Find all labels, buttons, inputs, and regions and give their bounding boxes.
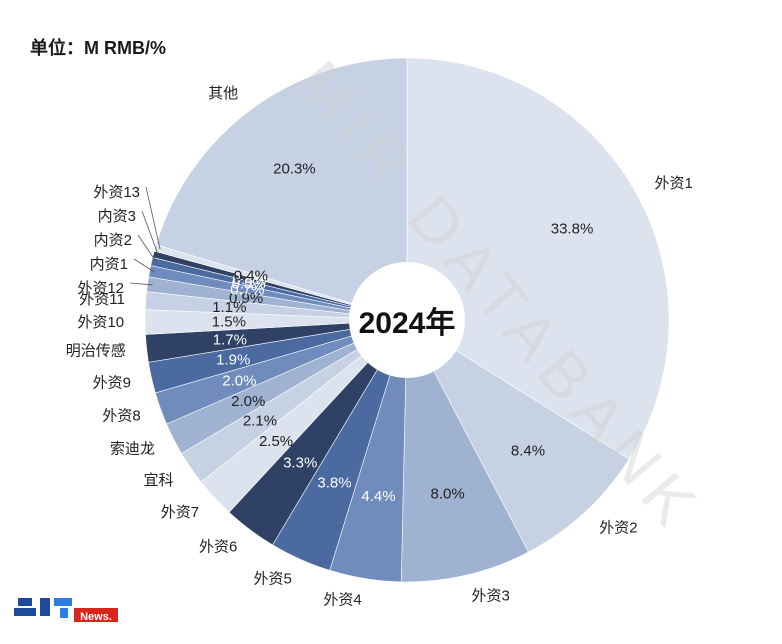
slice-value-label: 8.0%	[431, 485, 465, 502]
slice-其他	[155, 57, 408, 321]
slice-value-label: 33.8%	[551, 221, 594, 238]
slice-name-label: 外资13	[93, 184, 140, 201]
slice-value-label: 0.7%	[230, 282, 264, 299]
leader-line	[141, 210, 159, 256]
slice-name-label: 内资1	[90, 256, 128, 273]
slice-value-label: 0.4%	[234, 267, 268, 284]
unit-label: 单位：M RMB/%	[30, 38, 166, 58]
slice-name-label: 外资12	[77, 280, 124, 297]
slice-group	[144, 57, 670, 583]
brand-logo: News.	[14, 598, 118, 623]
leader-line	[129, 282, 153, 286]
slice-value-label: 1.1%	[212, 299, 246, 316]
slice-name-label: 外资11	[79, 291, 125, 308]
slice-value-label: 1.9%	[216, 351, 250, 368]
slice-name-label: 外资5	[254, 570, 292, 587]
slice-name-label: 外资4	[323, 591, 361, 608]
slice-name-label: 外资2	[599, 520, 637, 537]
leader-line	[137, 234, 158, 263]
slice-value-label: 8.4%	[511, 443, 545, 460]
slice-name-label: 其他	[208, 85, 238, 102]
slice-name-label: 内资2	[94, 232, 132, 249]
slice-name-label: 外资1	[655, 175, 693, 192]
slice-value-label: 2.5%	[259, 433, 293, 450]
slice-name-label: 外资9	[93, 374, 131, 391]
leader-lines	[129, 186, 161, 286]
slice-value-label: 2.0%	[222, 372, 256, 389]
slice-name-label: 外资10	[77, 314, 124, 331]
slice-外资3	[400, 319, 529, 583]
slice-value-label: 1.5%	[212, 313, 246, 330]
slice-value-label: 4.4%	[361, 488, 395, 505]
slice-外资1	[406, 57, 670, 460]
slice-name-label: 索迪龙	[110, 440, 155, 457]
leader-line	[145, 186, 161, 250]
slice-value-label: 0.5%	[232, 276, 266, 293]
slice-name-label: 外资7	[161, 504, 199, 521]
logo-text: News.	[80, 611, 112, 623]
slice-name-label: 外资8	[102, 408, 140, 425]
leader-line	[133, 258, 155, 273]
slice-value-label: 1.7%	[213, 331, 247, 348]
label-group: 33.8% 外资1 8.4% 外资2 8.0% 外资3 4.4% 外资4 3.8% 外资5 3.3%…	[66, 85, 693, 608]
slice-name-label: 宜科	[143, 472, 173, 489]
slice-value-label: 2.0%	[231, 393, 265, 410]
donut-hole	[349, 262, 465, 378]
slice-name-label: 外资3	[472, 588, 510, 605]
slice-name-label: 内资3	[98, 208, 136, 225]
slice-name-label: 外资6	[199, 538, 237, 555]
slice-外资2	[406, 319, 630, 553]
slice-value-label: 20.3%	[273, 161, 316, 178]
slice-value-label: 3.3%	[283, 455, 317, 472]
slice-value-label: 2.1%	[243, 413, 277, 430]
center-label: 2024年	[359, 307, 456, 340]
slice-value-label: 0.4%	[233, 271, 267, 288]
slice-value-label: 3.8%	[317, 475, 351, 492]
slice-value-label: 0.9%	[229, 290, 263, 307]
slice-name-label: 明治传感	[66, 343, 126, 360]
